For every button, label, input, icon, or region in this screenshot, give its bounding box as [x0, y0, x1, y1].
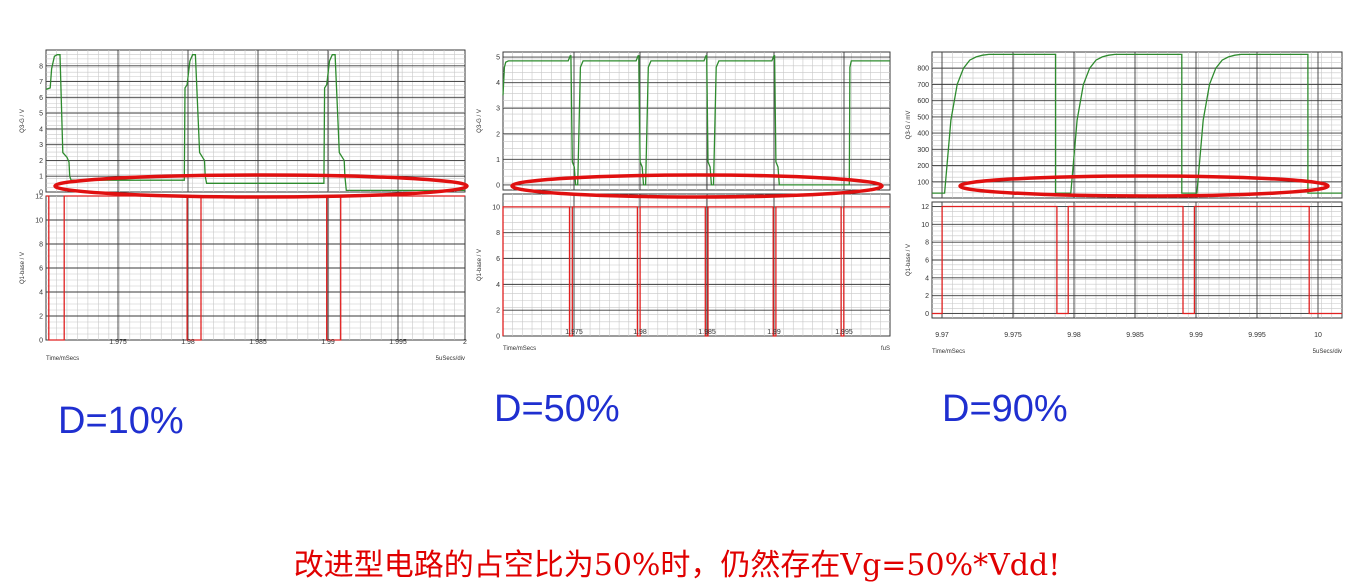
y-axis-title: Q1-base / V [20, 252, 26, 284]
y-tick-label: 4 [39, 290, 43, 297]
x-axis-title: Time/mSecs [46, 356, 79, 362]
y-tick-label: 10 [492, 204, 500, 211]
y-tick-label: 10 [921, 222, 929, 229]
y-axis-title: Q3-G / mV [906, 111, 912, 140]
y-tick-label: 0 [925, 311, 929, 318]
y-axis-title: Q3-G / V [477, 109, 483, 133]
y-tick-label: 8 [39, 63, 43, 70]
x-tick-label: 9.985 [1126, 332, 1144, 339]
y-tick-label: 600 [917, 98, 929, 105]
y-tick-label: 12 [921, 204, 929, 211]
x-axis-scale: 5uSecs/div [1313, 349, 1342, 355]
x-axis-scale: 5uSecs/div [436, 356, 465, 362]
y-tick-label: 7 [39, 79, 43, 86]
y-tick-label: 500 [917, 114, 929, 121]
highlight-ellipse [53, 173, 469, 199]
y-tick-label: 2 [925, 293, 929, 300]
y-tick-label: 3 [496, 106, 500, 113]
x-axis-scale: fuS [881, 346, 890, 352]
duty-label-10: D=10% [58, 400, 184, 442]
y-tick-label: 200 [917, 163, 929, 170]
y-tick-label: 6 [39, 266, 43, 273]
x-axis-title: Time/mSecs [932, 349, 965, 355]
x-tick-label: 1.99 [321, 339, 335, 346]
scope-panel-3: 100 200 300 400 500 600 700 800 Q3-G / mV 0 2 4 6 8 10… [906, 51, 1343, 355]
y-tick-label: 0 [496, 182, 500, 189]
y-tick-label: 0 [39, 338, 43, 345]
x-tick-label: 1.975 [565, 329, 583, 336]
pane-top: 0 1 2 3 4 5 Q3-G / V [477, 51, 891, 191]
pane-bottom: 0 2 4 6 8 10 12 Q1-base / V [20, 194, 466, 345]
pane-bottom: 0 2 4 6 8 10 12 Q1-base / V [906, 201, 1343, 319]
x-tick-label: 9.98 [1067, 332, 1081, 339]
trace-bottom-1 [502, 206, 890, 337]
x-tick-label: 9.97 [935, 332, 949, 339]
y-tick-label: 2 [39, 158, 43, 165]
y-axis-title: Q1-base / V [477, 249, 483, 281]
trace-bottom-1 [46, 195, 465, 341]
y-tick-label: 2 [496, 308, 500, 315]
duty-label-50: D=50% [494, 388, 620, 430]
x-tick-label: 1.98 [181, 339, 195, 346]
y-tick-label: 0 [496, 334, 500, 341]
y-tick-label: 0 [39, 190, 43, 197]
scope-panel-2: 0 1 2 3 4 5 Q3-G / V 0 2 4 6 8 10 Q1-base / V 1.975 1.9… [477, 51, 891, 352]
y-tick-label: 5 [496, 55, 500, 62]
trace-top-1 [932, 53, 1342, 194]
x-tick-label: 1.985 [249, 339, 267, 346]
y-tick-label: 6 [39, 95, 43, 102]
x-tick-label: 1.995 [835, 329, 853, 336]
y-tick-label: 4 [925, 275, 929, 282]
y-tick-label: 4 [39, 126, 43, 133]
y-tick-label: 12 [35, 194, 43, 201]
y-tick-label: 100 [917, 179, 929, 186]
x-tick-label: 9.995 [1248, 332, 1266, 339]
y-tick-label: 1 [496, 157, 500, 164]
y-axis-title: Q1-base / V [906, 244, 912, 276]
y-tick-label: 5 [39, 111, 43, 118]
x-tick-label: 1.985 [698, 329, 716, 336]
trace-top-1 [502, 55, 890, 186]
conclusion-caption: 改进型电路的占空比为50%时，仍然存在Vg=50%*Vdd! [293, 548, 1061, 583]
y-tick-label: 800 [917, 66, 929, 73]
y-tick-label: 700 [917, 82, 929, 89]
y-tick-label: 400 [917, 131, 929, 138]
x-tick-label: 1.99 [767, 329, 781, 336]
x-tick-label: 2 [463, 339, 467, 346]
y-tick-label: 8 [39, 242, 43, 249]
x-tick-label: 1.995 [389, 339, 407, 346]
trace-top-1 [45, 54, 465, 192]
y-tick-label: 4 [496, 282, 500, 289]
pane-top: 100 200 300 400 500 600 700 800 Q3-G / mV [906, 51, 1343, 199]
duty-label-90: D=90% [942, 388, 1068, 430]
y-tick-label: 2 [39, 314, 43, 321]
x-tick-label: 1.98 [633, 329, 647, 336]
x-axis-title: Time/mSecs [503, 346, 536, 352]
y-tick-label: 8 [496, 230, 500, 237]
y-tick-label: 4 [496, 80, 500, 87]
pane-bottom: 0 2 4 6 8 10 Q1-base / V [477, 193, 891, 341]
y-tick-label: 1 [39, 174, 43, 181]
highlight-ellipse [958, 174, 1330, 198]
y-tick-label: 300 [917, 147, 929, 154]
y-tick-label: 6 [925, 258, 929, 265]
y-tick-label: 6 [496, 256, 500, 263]
trace-bottom-1 [932, 205, 1342, 315]
highlight-ellipse [510, 173, 884, 199]
x-tick-label: 10 [1314, 332, 1322, 339]
x-tick-label: 9.975 [1004, 332, 1022, 339]
x-tick-label: 1.975 [109, 339, 127, 346]
y-tick-label: 3 [39, 142, 43, 149]
y-tick-label: 2 [496, 131, 500, 138]
pane-top: 0 1 2 3 4 5 6 7 8 Q3-G / V [20, 49, 466, 197]
y-tick-label: 8 [925, 240, 929, 247]
y-axis-title: Q3-G / V [20, 109, 26, 133]
x-tick-label: 9.99 [1189, 332, 1203, 339]
y-tick-label: 10 [35, 218, 43, 225]
